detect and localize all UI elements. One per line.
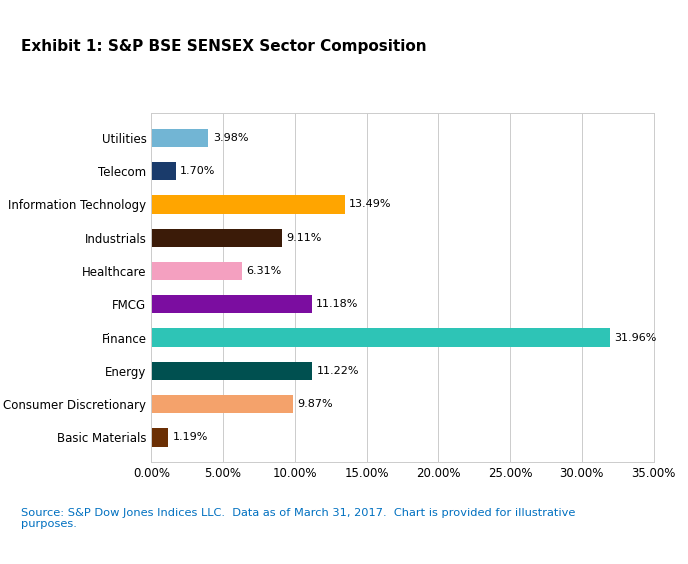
Bar xyxy=(151,195,345,214)
Bar xyxy=(151,428,169,447)
Text: 6.31%: 6.31% xyxy=(246,266,281,276)
Bar xyxy=(151,362,312,380)
Text: 1.19%: 1.19% xyxy=(173,433,208,442)
Text: 11.22%: 11.22% xyxy=(316,366,359,376)
Text: 9.87%: 9.87% xyxy=(297,399,333,409)
Bar xyxy=(151,328,610,347)
Text: Exhibit 1: S&P BSE SENSEX Sector Composition: Exhibit 1: S&P BSE SENSEX Sector Composi… xyxy=(21,39,427,55)
Bar xyxy=(151,262,242,280)
Text: 1.70%: 1.70% xyxy=(180,166,215,176)
Text: 3.98%: 3.98% xyxy=(213,133,248,143)
Text: 13.49%: 13.49% xyxy=(350,200,391,209)
Bar xyxy=(151,295,312,314)
Text: 31.96%: 31.96% xyxy=(614,333,656,342)
Text: 9.11%: 9.11% xyxy=(286,233,322,243)
Bar xyxy=(151,228,282,247)
Text: 11.18%: 11.18% xyxy=(316,299,358,309)
Text: Source: S&P Dow Jones Indices LLC.  Data as of March 31, 2017.  Chart is provide: Source: S&P Dow Jones Indices LLC. Data … xyxy=(21,508,575,529)
Bar xyxy=(151,162,175,180)
Bar xyxy=(151,129,208,147)
Bar xyxy=(151,395,293,413)
